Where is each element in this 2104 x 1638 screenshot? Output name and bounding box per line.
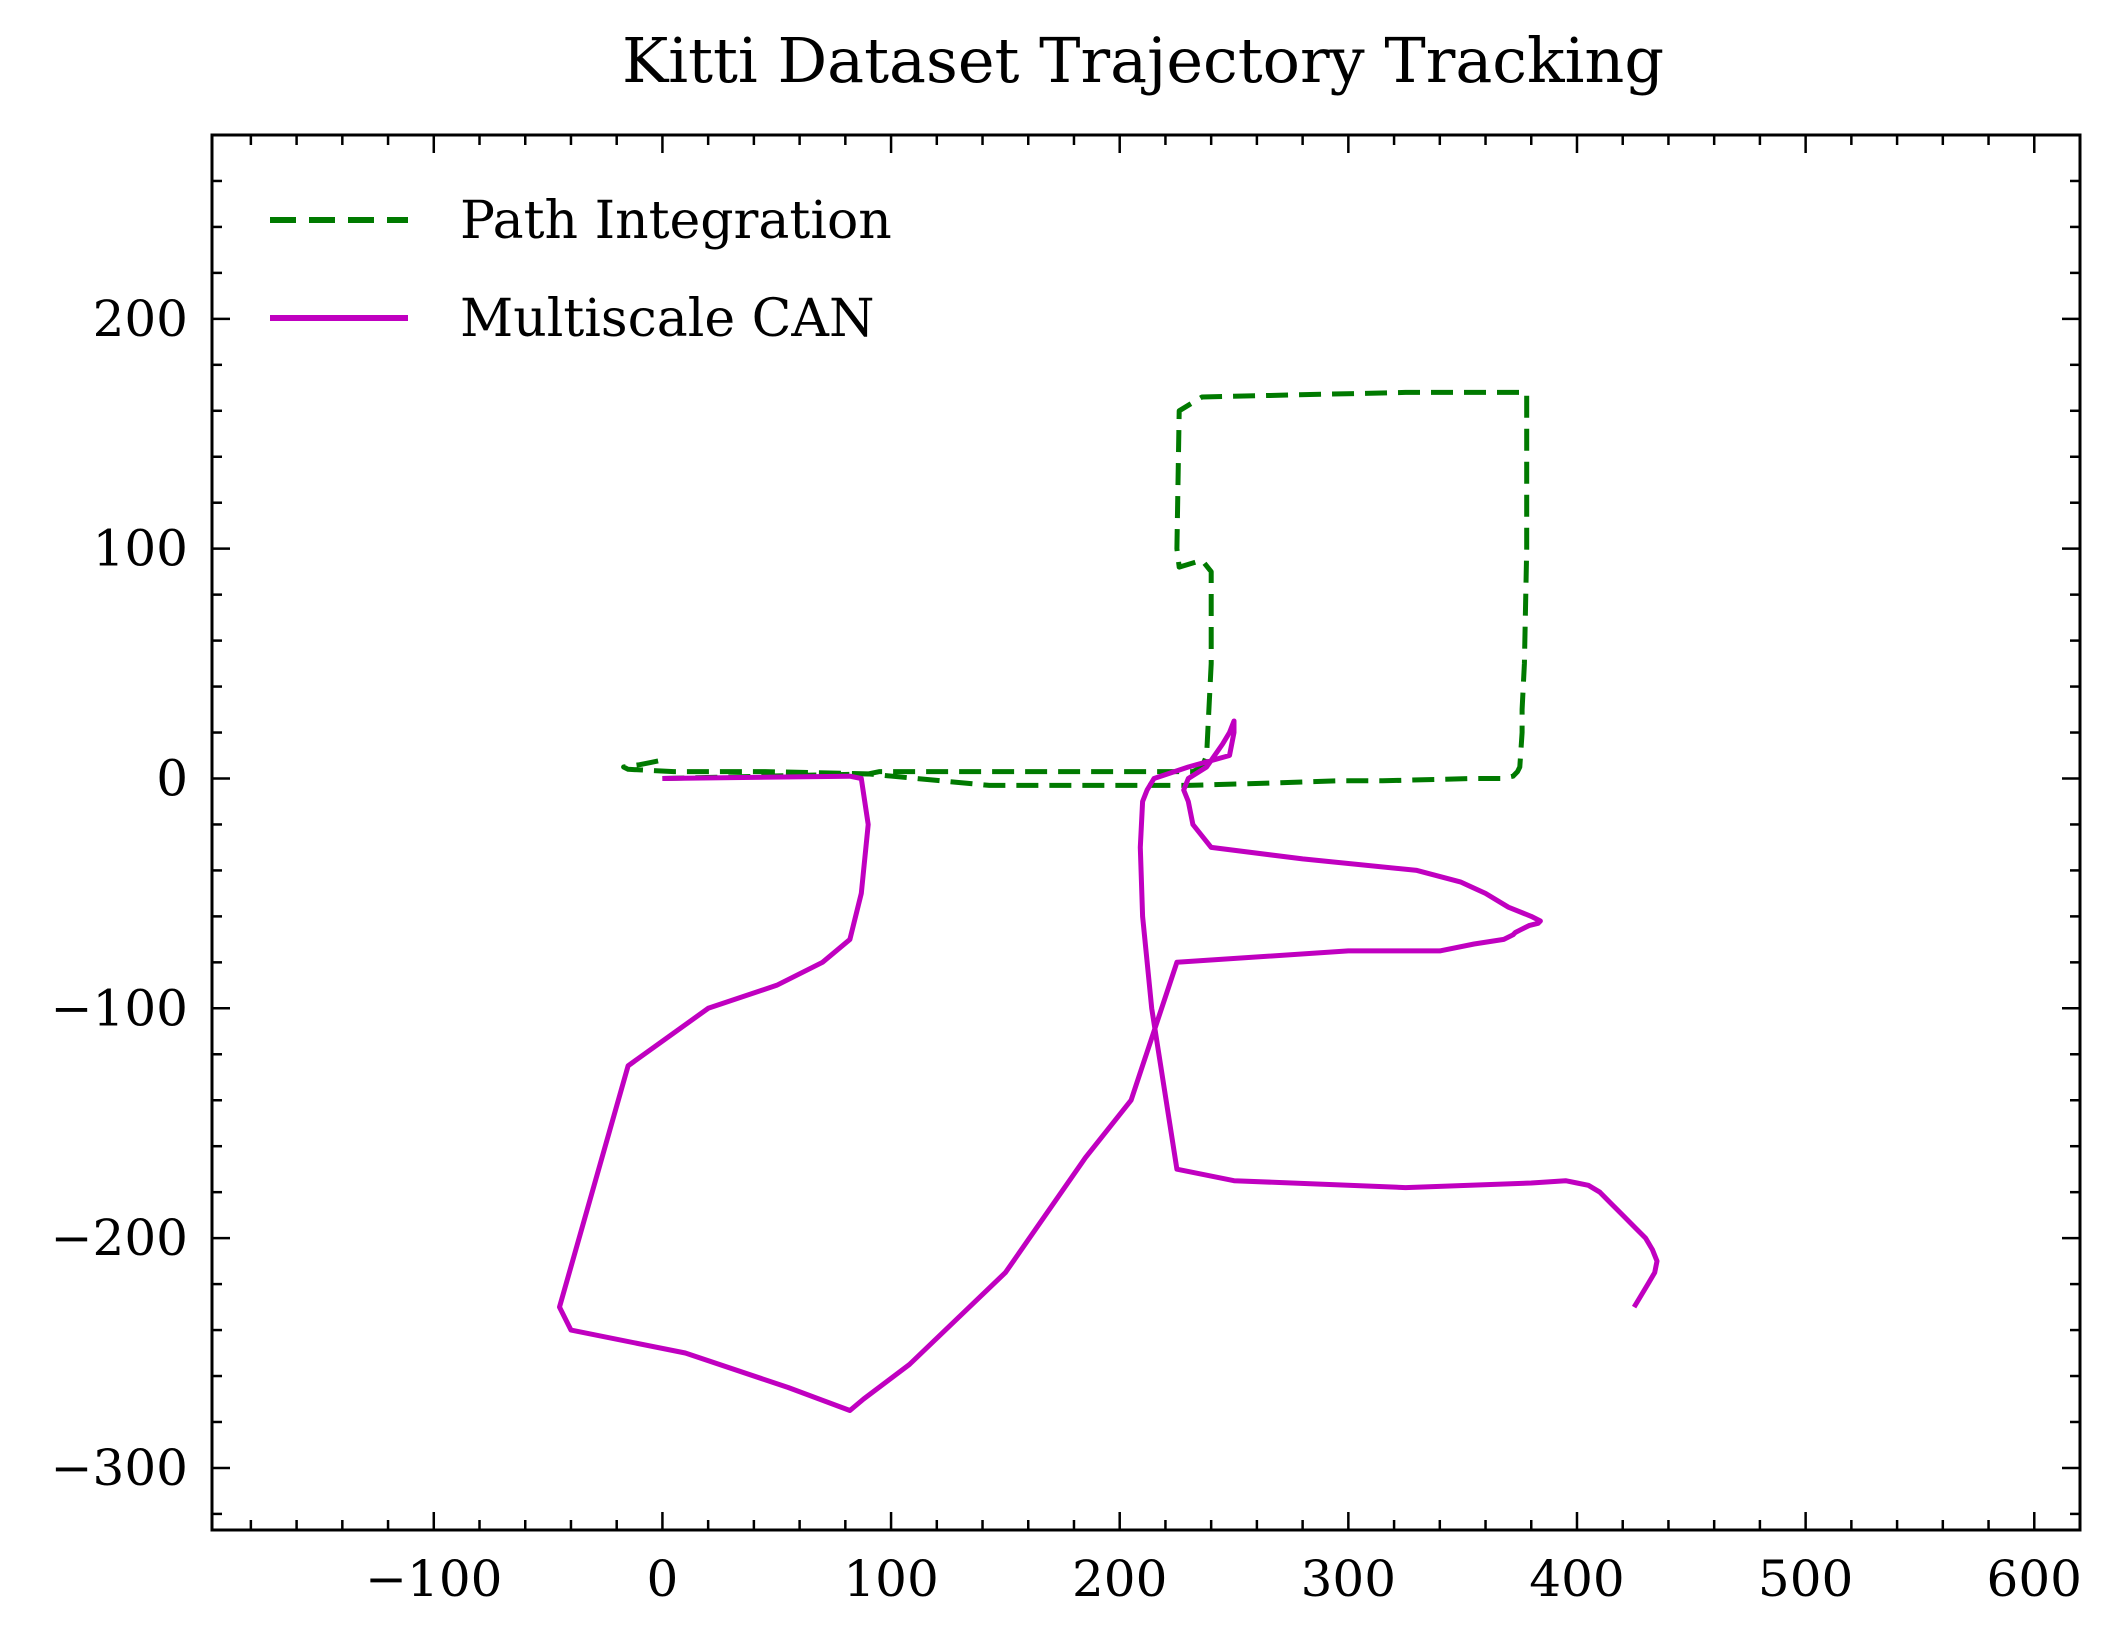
y-tick-label: 100	[93, 520, 188, 578]
x-tick-label: −100	[365, 1550, 502, 1608]
x-tick-label: 300	[1301, 1550, 1396, 1608]
legend: Path Integration Multiscale CAN	[270, 191, 892, 349]
legend-label-1: Multiscale CAN	[460, 289, 874, 349]
y-tick-label: 200	[93, 290, 188, 348]
series-line-0	[621, 389, 1530, 788]
series-line-1	[557, 718, 1660, 1413]
x-tick-label: 0	[647, 1550, 679, 1608]
plot-frame	[210, 133, 2082, 1532]
y-tick-label: 0	[156, 749, 188, 807]
y-tick-label: −200	[51, 1209, 188, 1267]
x-tick-label: 500	[1758, 1550, 1853, 1608]
x-tick-label: 100	[843, 1550, 938, 1608]
x-tick-label: 200	[1072, 1550, 1167, 1608]
tick-labels-layer: −100 0 100 200 300 400 500 600 −300 −200 −100 0 100 2…	[51, 290, 2082, 1608]
series-layer	[557, 389, 1660, 1413]
chart-title: Kitti Dataset Trajectory Tracking	[622, 24, 1664, 97]
x-tick-label: 600	[1987, 1550, 2082, 1608]
x-tick-label: 400	[1529, 1550, 1624, 1608]
ticks-layer	[212, 133, 2082, 1530]
legend-label-0: Path Integration	[460, 191, 892, 251]
y-tick-label: −100	[51, 979, 188, 1037]
y-tick-label: −300	[51, 1439, 188, 1497]
